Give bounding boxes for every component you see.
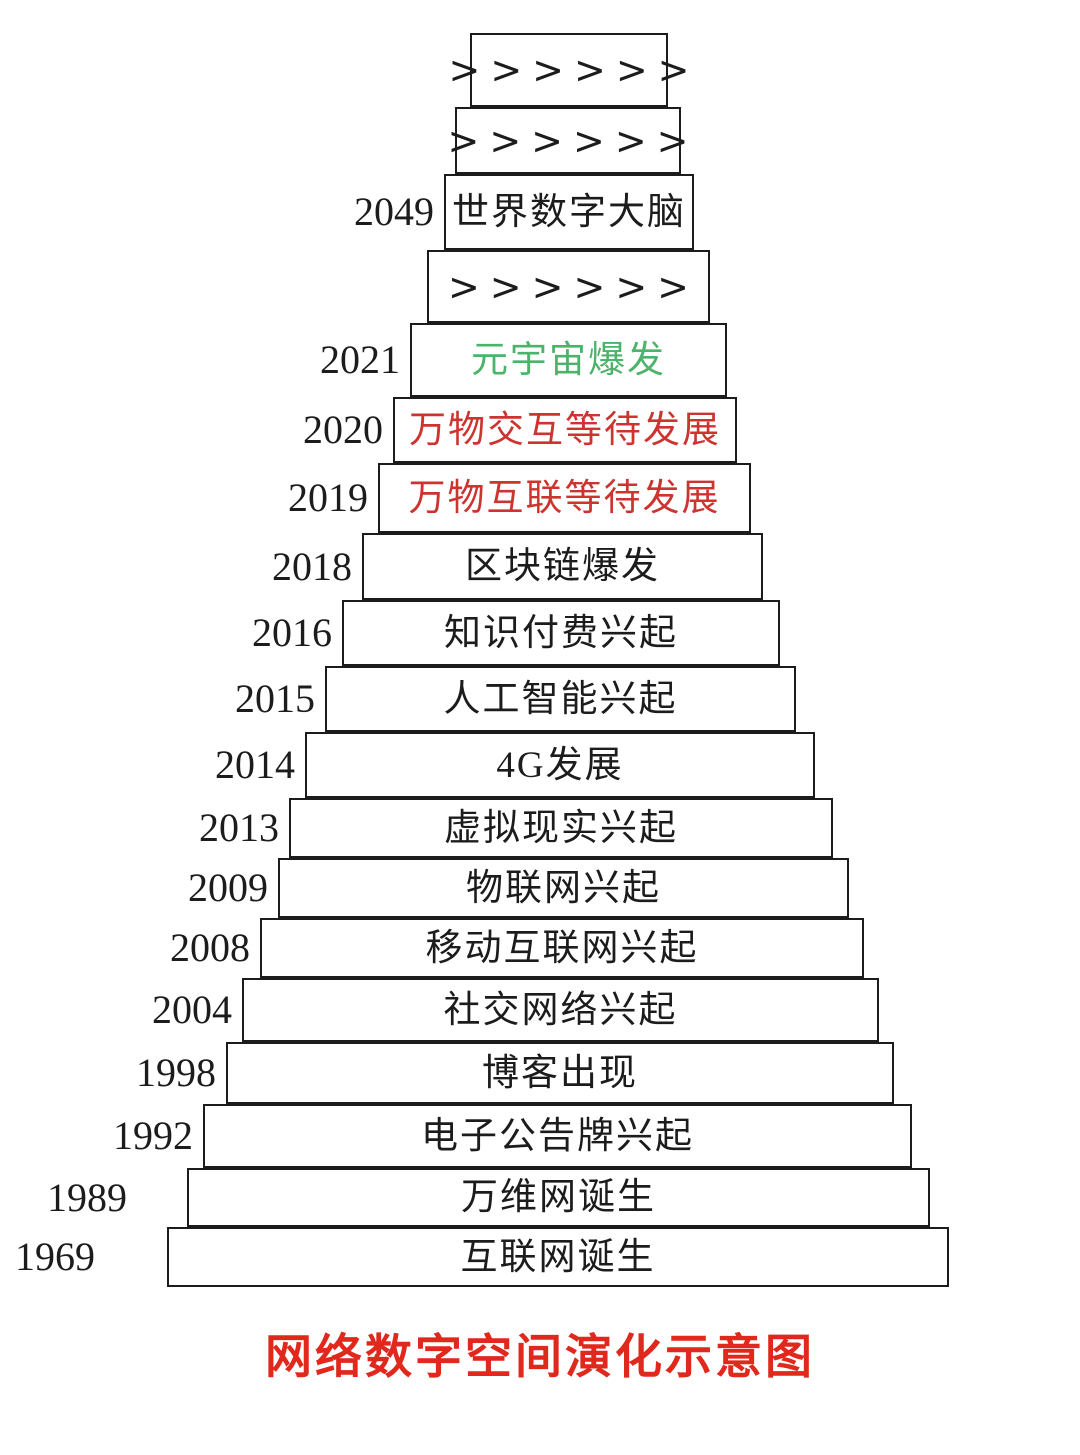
layer-2015-ai: 2015 人工智能兴起 — [235, 666, 796, 732]
layer-arrows-2: >>>>>> — [447, 107, 689, 174]
layer-2018-blockchain: 2018 区块链爆发 — [272, 533, 763, 600]
layer-label: 知识付费兴起 — [444, 612, 678, 654]
year-label: 1969 — [15, 1234, 95, 1279]
year-label: 1998 — [136, 1050, 216, 1095]
year-label: 2013 — [199, 805, 279, 850]
year-label: 2015 — [235, 676, 315, 721]
year-label: 2014 — [215, 742, 295, 787]
layer-label: 4G发展 — [496, 744, 624, 786]
year-label: 2049 — [354, 189, 434, 234]
layer-label: 世界数字大脑 — [452, 191, 686, 233]
year-label: 2019 — [288, 475, 368, 520]
layer-label: 万维网诞生 — [461, 1177, 656, 1218]
year-label: 2021 — [320, 337, 400, 382]
year-label: 1992 — [113, 1113, 193, 1158]
layer-arrows-3: >>>>>> — [427, 250, 710, 323]
year-label: 2009 — [188, 865, 268, 910]
layer-1989-www: 1989 万维网诞生 — [47, 1168, 930, 1227]
layer-label: 万物交互等待发展 — [409, 409, 721, 451]
year-label: 2008 — [170, 925, 250, 970]
year-label: 2016 — [252, 610, 332, 655]
layer-1969-internet-born: 1969 互联网诞生 — [15, 1227, 949, 1287]
layer-arrows-top: >>>>>> — [448, 33, 690, 107]
layer-2009-iot: 2009 物联网兴起 — [188, 858, 849, 918]
layer-2021-metaverse: 2021 元宇宙爆发 — [320, 323, 727, 397]
layer-2016-knowledge-payment: 2016 知识付费兴起 — [252, 600, 780, 666]
layer-2014-4g: 2014 4G发展 — [215, 732, 815, 798]
layer-1998-blogs: 1998 博客出现 — [136, 1042, 894, 1104]
layer-1992-bbs: 1992 电子公告牌兴起 — [113, 1104, 912, 1168]
layer-2013-vr: 2013 虚拟现实兴起 — [199, 798, 833, 858]
diagram-title: 网络数字空间演化示意图 — [265, 1332, 815, 1384]
year-label: 2020 — [303, 407, 383, 452]
layer-2020-interaction-of-everything: 2020 万物交互等待发展 — [303, 397, 737, 463]
layer-label: 万物互联等待发展 — [408, 477, 721, 519]
chevrons: >>>>>> — [447, 264, 700, 309]
layer-label: 互联网诞生 — [460, 1236, 656, 1278]
layer-label: 人工智能兴起 — [443, 678, 678, 720]
year-label: 2018 — [272, 543, 352, 589]
layer-label: 电子公告牌兴起 — [421, 1115, 694, 1157]
layer-2019-internet-of-everything: 2019 万物互联等待发展 — [288, 463, 751, 533]
layer-label: 物联网兴起 — [466, 867, 661, 909]
chevrons: >>>>>> — [447, 118, 699, 163]
layer-label: 博客出现 — [482, 1052, 638, 1094]
layer-label: 移动互联网兴起 — [425, 927, 699, 969]
chevrons: >>>>>> — [448, 48, 700, 92]
layer-2004-social-network: 2004 社交网络兴起 — [152, 978, 879, 1042]
year-label: 2004 — [152, 987, 232, 1032]
layer-2008-mobile-internet: 2008 移动互联网兴起 — [170, 918, 864, 978]
layer-label: 区块链爆发 — [465, 546, 660, 587]
layer-label: 社交网络兴起 — [443, 989, 678, 1031]
layer-label: 虚拟现实兴起 — [444, 807, 678, 849]
layer-label: 元宇宙爆发 — [471, 339, 666, 381]
year-label: 1989 — [47, 1174, 127, 1220]
layer-2049-world-digital-brain: 2049 世界数字大脑 — [354, 174, 694, 250]
